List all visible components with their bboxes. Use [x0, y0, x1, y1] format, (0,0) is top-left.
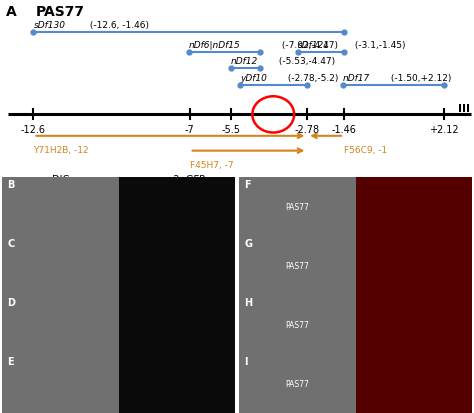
Text: E: E: [7, 356, 14, 366]
Text: (-1.50,+2.12): (-1.50,+2.12): [388, 74, 451, 83]
Text: D: D: [7, 298, 15, 308]
Text: (-3.1,-1.45): (-3.1,-1.45): [352, 41, 406, 50]
Text: F56C9, -1: F56C9, -1: [344, 145, 387, 154]
Text: PAS77: PAS77: [285, 202, 310, 211]
Text: (-12.6, -1.46): (-12.6, -1.46): [88, 21, 149, 30]
Text: (-5.53,-4.47): (-5.53,-4.47): [275, 57, 335, 66]
Text: B: B: [7, 180, 14, 190]
Text: G: G: [244, 239, 252, 249]
Text: Y71H2B, -12: Y71H2B, -12: [34, 145, 89, 154]
Text: -12.6: -12.6: [21, 125, 46, 135]
Text: sDf121 (-3.1,-1.45): sDf121 (-3.1,-1.45): [298, 41, 384, 50]
Text: (-2.78,-5.2): (-2.78,-5.2): [285, 74, 338, 83]
Text: nDf17 (-1.50,+2.12): nDf17 (-1.50,+2.12): [343, 74, 434, 83]
Text: C: C: [7, 239, 14, 249]
Text: sDf130 (-12.6, -1.46): sDf130 (-12.6, -1.46): [34, 21, 128, 30]
Text: PAS77: PAS77: [285, 379, 310, 388]
Text: A: A: [6, 5, 16, 19]
Text: (-7.02,-4.47): (-7.02,-4.47): [279, 41, 338, 50]
Text: I: I: [244, 356, 247, 366]
Text: nDf12 (-5.53,-4.47): nDf12 (-5.53,-4.47): [230, 57, 317, 66]
Text: H: H: [244, 298, 252, 308]
Text: -5.5: -5.5: [222, 125, 241, 135]
Text: sDf130: sDf130: [34, 21, 65, 30]
Text: +2.12: +2.12: [429, 125, 459, 135]
Text: yDf10: yDf10: [240, 74, 267, 83]
Text: nDf17: nDf17: [343, 74, 370, 83]
Text: DIC: DIC: [52, 175, 69, 185]
Text: F45H7, -7: F45H7, -7: [190, 160, 233, 169]
Text: -1.46: -1.46: [332, 125, 356, 135]
Text: nDf12: nDf12: [230, 57, 258, 66]
Text: -7: -7: [185, 125, 194, 135]
Text: PAS77: PAS77: [285, 320, 310, 329]
Text: -2.78: -2.78: [295, 125, 320, 135]
Text: III: III: [458, 104, 470, 114]
Text: sDf121: sDf121: [298, 41, 330, 50]
Text: myo-2::GFP: myo-2::GFP: [148, 175, 205, 185]
Text: PAS77: PAS77: [36, 5, 85, 19]
Text: PAS77: PAS77: [285, 261, 310, 271]
Text: yDf10 (-2.78,-5.2): yDf10 (-2.78,-5.2): [240, 74, 320, 83]
Text: nDf6|nDf15 (-7.02,-4.47): nDf6|nDf15 (-7.02,-4.47): [189, 41, 300, 50]
Text: F: F: [244, 180, 251, 190]
Text: nDf6|nDf15: nDf6|nDf15: [189, 41, 241, 50]
